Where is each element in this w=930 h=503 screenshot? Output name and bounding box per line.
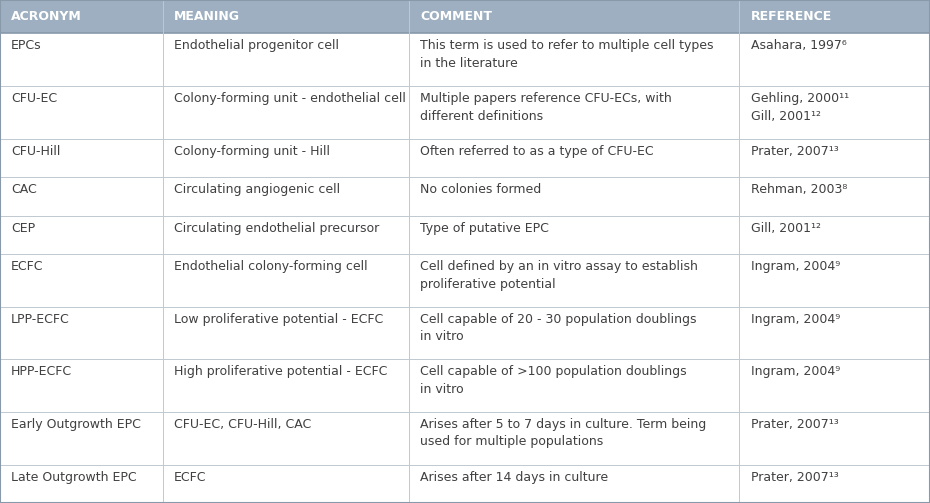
FancyBboxPatch shape xyxy=(0,0,930,33)
FancyBboxPatch shape xyxy=(163,139,409,177)
FancyBboxPatch shape xyxy=(739,254,930,307)
Text: No colonies formed: No colonies formed xyxy=(420,183,541,196)
Text: Cell defined by an in vitro assay to establish
proliferative potential: Cell defined by an in vitro assay to est… xyxy=(420,260,698,291)
FancyBboxPatch shape xyxy=(409,465,739,503)
Text: REFERENCE: REFERENCE xyxy=(751,10,831,23)
Text: Prater, 2007¹³: Prater, 2007¹³ xyxy=(751,471,838,483)
FancyBboxPatch shape xyxy=(163,86,409,139)
FancyBboxPatch shape xyxy=(409,139,739,177)
Text: Early Outgrowth EPC: Early Outgrowth EPC xyxy=(11,418,141,431)
Text: CAC: CAC xyxy=(11,183,37,196)
FancyBboxPatch shape xyxy=(0,216,163,254)
FancyBboxPatch shape xyxy=(739,139,930,177)
FancyBboxPatch shape xyxy=(163,359,409,412)
Text: Circulating endothelial precursor: Circulating endothelial precursor xyxy=(174,222,379,234)
FancyBboxPatch shape xyxy=(739,216,930,254)
Text: Colony-forming unit - endothelial cell: Colony-forming unit - endothelial cell xyxy=(174,92,405,105)
Text: This term is used to refer to multiple cell types
in the literature: This term is used to refer to multiple c… xyxy=(420,39,714,70)
Text: CFU-EC, CFU-Hill, CAC: CFU-EC, CFU-Hill, CAC xyxy=(174,418,312,431)
Text: Ingram, 2004⁹: Ingram, 2004⁹ xyxy=(751,260,840,273)
FancyBboxPatch shape xyxy=(163,177,409,216)
FancyBboxPatch shape xyxy=(739,86,930,139)
Text: Endothelial colony-forming cell: Endothelial colony-forming cell xyxy=(174,260,367,273)
Text: Rehman, 2003⁸: Rehman, 2003⁸ xyxy=(751,183,847,196)
Text: Circulating angiogenic cell: Circulating angiogenic cell xyxy=(174,183,340,196)
FancyBboxPatch shape xyxy=(739,359,930,412)
FancyBboxPatch shape xyxy=(739,412,930,465)
Text: ACRONYM: ACRONYM xyxy=(11,10,82,23)
Text: Cell capable of 20 - 30 population doublings
in vitro: Cell capable of 20 - 30 population doubl… xyxy=(420,313,697,343)
FancyBboxPatch shape xyxy=(409,359,739,412)
FancyBboxPatch shape xyxy=(409,216,739,254)
FancyBboxPatch shape xyxy=(0,307,163,359)
FancyBboxPatch shape xyxy=(739,177,930,216)
Text: Asahara, 1997⁶: Asahara, 1997⁶ xyxy=(751,39,846,52)
Text: Often referred to as a type of CFU-EC: Often referred to as a type of CFU-EC xyxy=(420,145,654,157)
Text: CFU-Hill: CFU-Hill xyxy=(11,145,60,157)
Text: ECFC: ECFC xyxy=(174,471,206,483)
Text: CEP: CEP xyxy=(11,222,35,234)
FancyBboxPatch shape xyxy=(163,216,409,254)
FancyBboxPatch shape xyxy=(739,33,930,86)
FancyBboxPatch shape xyxy=(0,465,163,503)
Text: HPP-ECFC: HPP-ECFC xyxy=(11,365,73,378)
Text: High proliferative potential - ECFC: High proliferative potential - ECFC xyxy=(174,365,387,378)
Text: Arises after 5 to 7 days in culture. Term being
used for multiple populations: Arises after 5 to 7 days in culture. Ter… xyxy=(420,418,707,449)
FancyBboxPatch shape xyxy=(409,33,739,86)
FancyBboxPatch shape xyxy=(163,254,409,307)
FancyBboxPatch shape xyxy=(409,307,739,359)
Text: Multiple papers reference CFU-ECs, with
different definitions: Multiple papers reference CFU-ECs, with … xyxy=(420,92,672,123)
Text: Gill, 2001¹²: Gill, 2001¹² xyxy=(751,222,820,234)
FancyBboxPatch shape xyxy=(409,254,739,307)
Text: Arises after 14 days in culture: Arises after 14 days in culture xyxy=(420,471,608,483)
Text: Type of putative EPC: Type of putative EPC xyxy=(420,222,550,234)
Text: LPP-ECFC: LPP-ECFC xyxy=(11,313,70,326)
FancyBboxPatch shape xyxy=(409,412,739,465)
Text: Ingram, 2004⁹: Ingram, 2004⁹ xyxy=(751,313,840,326)
Text: Ingram, 2004⁹: Ingram, 2004⁹ xyxy=(751,365,840,378)
FancyBboxPatch shape xyxy=(0,177,163,216)
Text: COMMENT: COMMENT xyxy=(420,10,492,23)
Text: Late Outgrowth EPC: Late Outgrowth EPC xyxy=(11,471,137,483)
FancyBboxPatch shape xyxy=(739,307,930,359)
Text: Colony-forming unit - Hill: Colony-forming unit - Hill xyxy=(174,145,330,157)
Text: ECFC: ECFC xyxy=(11,260,44,273)
Text: CFU-EC: CFU-EC xyxy=(11,92,58,105)
Text: Low proliferative potential - ECFC: Low proliferative potential - ECFC xyxy=(174,313,383,326)
Text: EPCs: EPCs xyxy=(11,39,42,52)
FancyBboxPatch shape xyxy=(409,177,739,216)
FancyBboxPatch shape xyxy=(739,465,930,503)
FancyBboxPatch shape xyxy=(163,33,409,86)
FancyBboxPatch shape xyxy=(0,33,163,86)
Text: Prater, 2007¹³: Prater, 2007¹³ xyxy=(751,145,838,157)
FancyBboxPatch shape xyxy=(163,307,409,359)
Text: Endothelial progenitor cell: Endothelial progenitor cell xyxy=(174,39,339,52)
FancyBboxPatch shape xyxy=(0,412,163,465)
FancyBboxPatch shape xyxy=(163,412,409,465)
FancyBboxPatch shape xyxy=(163,465,409,503)
Text: MEANING: MEANING xyxy=(174,10,240,23)
FancyBboxPatch shape xyxy=(409,86,739,139)
FancyBboxPatch shape xyxy=(0,254,163,307)
FancyBboxPatch shape xyxy=(0,139,163,177)
Text: Gehling, 2000¹¹
Gill, 2001¹²: Gehling, 2000¹¹ Gill, 2001¹² xyxy=(751,92,849,123)
Text: Cell capable of >100 population doublings
in vitro: Cell capable of >100 population doubling… xyxy=(420,365,687,396)
FancyBboxPatch shape xyxy=(0,86,163,139)
Text: Prater, 2007¹³: Prater, 2007¹³ xyxy=(751,418,838,431)
FancyBboxPatch shape xyxy=(0,359,163,412)
